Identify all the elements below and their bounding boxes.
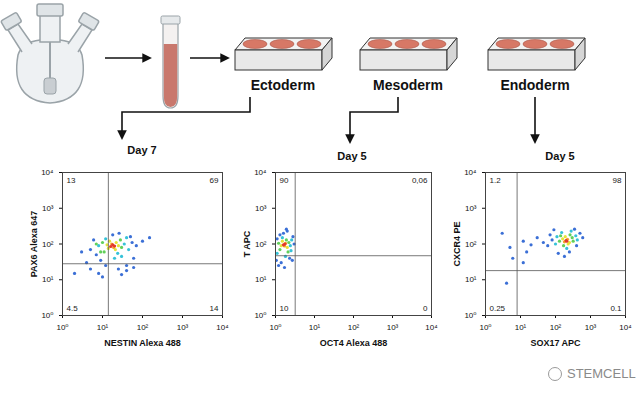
html-text:Day 5: Day 5	[337, 150, 367, 162]
svg-text:10⁰: 10⁰	[254, 311, 266, 320]
svg-text:10²: 10²	[137, 323, 149, 332]
svg-text:10³: 10³	[465, 204, 477, 213]
svg-text:10²: 10²	[465, 240, 477, 249]
svg-text:0,06: 0,06	[412, 176, 428, 185]
svg-text:OCT4 Alexa 488: OCT4 Alexa 488	[320, 338, 388, 348]
svg-text:10¹: 10¹	[515, 323, 527, 332]
svg-text:0: 0	[423, 304, 428, 313]
svg-text:90: 90	[280, 176, 289, 185]
svg-text:10¹: 10¹	[97, 323, 109, 332]
svg-text:10²: 10²	[255, 240, 267, 249]
svg-text:10⁴: 10⁴	[464, 168, 477, 177]
svg-text:10²: 10²	[550, 323, 562, 332]
svg-text:10⁰: 10⁰	[269, 323, 281, 332]
svg-text:10: 10	[280, 304, 289, 313]
svg-text:10³: 10³	[585, 323, 597, 332]
svg-text:Mesoderm: Mesoderm	[373, 77, 443, 93]
svg-text:1.2: 1.2	[490, 176, 502, 185]
svg-text:PAX6 Alexa 647: PAX6 Alexa 647	[29, 211, 39, 278]
svg-text:NESTIN Alexa 488: NESTIN Alexa 488	[104, 338, 181, 348]
svg-text:T APC: T APC	[242, 230, 252, 257]
svg-text:Endoderm: Endoderm	[500, 77, 569, 93]
svg-text:10⁴: 10⁴	[425, 323, 438, 332]
svg-text:10³: 10³	[255, 204, 267, 213]
svg-text:10³: 10³	[177, 323, 189, 332]
svg-text:98: 98	[613, 176, 622, 185]
svg-text:10¹: 10¹	[255, 275, 267, 284]
html-text:Day 7: Day 7	[127, 144, 157, 156]
svg-text:SOX17 APC: SOX17 APC	[530, 338, 581, 348]
html-text:STEMCELL: STEMCELL	[567, 366, 636, 381]
svg-text:0.25: 0.25	[490, 304, 506, 313]
svg-text:10²: 10²	[42, 240, 54, 249]
svg-text:0.1: 0.1	[610, 304, 622, 313]
svg-text:10⁰: 10⁰	[41, 311, 53, 320]
svg-text:4.5: 4.5	[67, 304, 79, 313]
svg-text:10⁴: 10⁴	[216, 323, 229, 332]
svg-text:10³: 10³	[387, 323, 399, 332]
svg-text:69: 69	[210, 176, 219, 185]
svg-text:10⁰: 10⁰	[56, 323, 68, 332]
svg-text:10⁴: 10⁴	[619, 323, 632, 332]
svg-text:10²: 10²	[348, 323, 360, 332]
svg-text:13: 13	[67, 176, 76, 185]
svg-text:10¹: 10¹	[465, 275, 477, 284]
svg-text:10⁰: 10⁰	[464, 311, 476, 320]
html-text:Day 5: Day 5	[545, 150, 575, 162]
svg-text:10³: 10³	[42, 204, 54, 213]
svg-text:CXCR4 PE: CXCR4 PE	[452, 221, 462, 266]
svg-text:10¹: 10¹	[309, 323, 321, 332]
svg-text:10⁰: 10⁰	[479, 323, 491, 332]
svg-text:10¹: 10¹	[42, 275, 54, 284]
svg-text:14: 14	[210, 304, 219, 313]
svg-text:Ectoderm: Ectoderm	[251, 77, 316, 93]
svg-text:10⁴: 10⁴	[41, 168, 54, 177]
svg-text:10⁴: 10⁴	[254, 168, 267, 177]
